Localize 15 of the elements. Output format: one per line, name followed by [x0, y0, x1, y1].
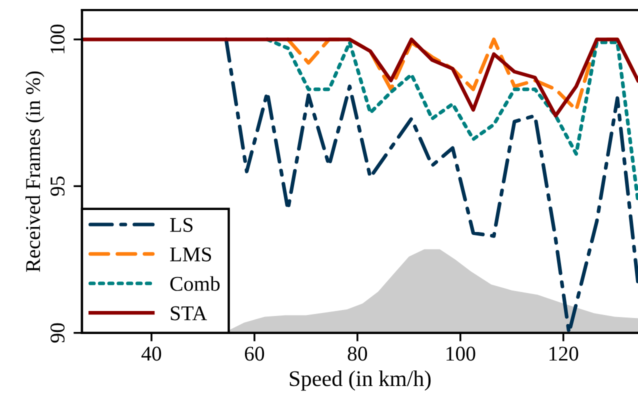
x-tick-label: 120 [550, 346, 578, 361]
x-axis-title: Speed (in km/h) [290, 370, 431, 391]
legend-label: LS [170, 218, 193, 232]
x-tick-label: 100 [446, 346, 476, 361]
line-series [82, 38, 638, 118]
y-tick-label: 100 [50, 24, 65, 54]
legend-label: LMS [170, 247, 212, 262]
legend-label: Comb [170, 276, 220, 291]
y-tick-label: 90 [50, 323, 65, 343]
y-tick-label: 95 [50, 176, 65, 196]
x-tick-label: 60 [244, 346, 264, 361]
y-axis-title: Received Frames (in %) [25, 71, 44, 272]
x-tick-label: 80 [348, 346, 368, 361]
x-tick-label: 40 [141, 346, 162, 361]
legend-label: STA [170, 306, 208, 320]
